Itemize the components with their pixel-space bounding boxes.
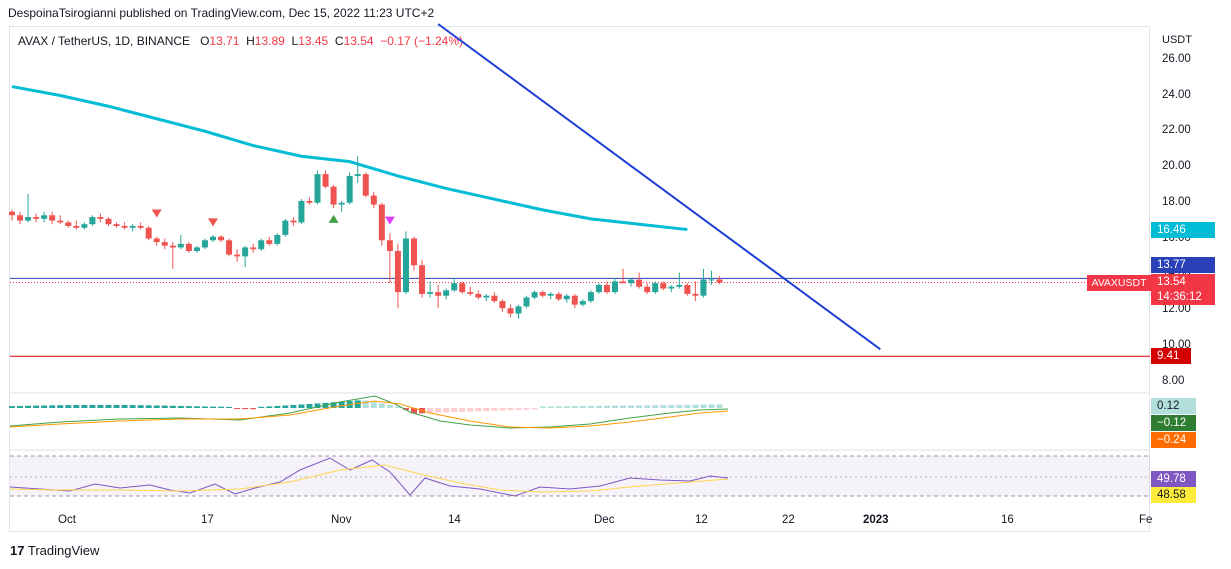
- legend-symbol: AVAX / TetherUS, 1D, BINANCE: [18, 34, 191, 48]
- footer-brand-text: TradingView: [27, 543, 100, 558]
- macd-line-badge: −0.12: [1151, 415, 1196, 431]
- tradingview-logo-icon: 17: [10, 543, 25, 558]
- price-tick-label: 12.00: [1162, 303, 1191, 315]
- ma-value-badge: 16.46: [1151, 222, 1215, 238]
- time-tick-label: Fe: [1139, 514, 1153, 526]
- legend-close-value: 13.54: [343, 34, 374, 48]
- price-tick-label: 20.00: [1162, 160, 1191, 172]
- chart-plot-area[interactable]: [9, 26, 1150, 532]
- macd-hist-badge: 0.12: [1151, 398, 1196, 414]
- last-price-badge: 13.54: [1151, 274, 1215, 290]
- rsi-value-badge: 49.78: [1151, 471, 1196, 487]
- time-tick-label: 17: [201, 514, 214, 526]
- legend-high-value: 13.89: [254, 34, 285, 48]
- support-level-badge: 9.41: [1151, 348, 1191, 364]
- time-tick-label: Nov: [331, 514, 352, 526]
- countdown-badge: 14:36:12: [1151, 289, 1215, 305]
- time-tick-label: 22: [782, 514, 795, 526]
- time-tick-label: 2023: [863, 514, 889, 526]
- legend-close-label: C: [334, 34, 344, 48]
- legend-high-label: H: [246, 34, 255, 48]
- legend-open-label: O: [200, 34, 210, 48]
- price-tick-label: 8.00: [1162, 374, 1185, 387]
- price-tick-label: 22.00: [1162, 124, 1191, 137]
- resistance-level-badge: 13.77: [1151, 257, 1215, 273]
- legend-low-value: 13.45: [298, 34, 329, 48]
- price-tick-label: 10.00: [1162, 338, 1191, 351]
- time-tick-label: Dec: [594, 514, 615, 526]
- symbol-tag: AVAXUSDT: [1087, 275, 1151, 291]
- macd-signal-badge: −0.24: [1151, 432, 1196, 448]
- tradingview-brand: 17 TradingView: [10, 543, 99, 558]
- price-tick-label: 18.00: [1162, 195, 1191, 208]
- time-tick-label: 16: [1001, 514, 1014, 526]
- price-tick-label: 24.00: [1162, 88, 1191, 101]
- legend-low-label: L: [291, 34, 299, 48]
- rsi-ma-badge: 48.58: [1151, 487, 1196, 503]
- time-tick-label: 14: [448, 514, 461, 526]
- publisher-header: DespoinaTsirogianni published on Trading…: [8, 6, 435, 20]
- symbol-legend: AVAX / TetherUS, 1D, BINANCE O13.71 H13.…: [18, 34, 463, 48]
- time-tick-label: 12: [695, 514, 708, 526]
- price-tick-label: 26.00: [1162, 52, 1191, 65]
- time-tick-label: Oct: [58, 514, 76, 526]
- legend-open-value: 13.71: [209, 34, 240, 48]
- legend-change: −0.17 (−1.24%): [380, 34, 463, 48]
- currency-label: USDT: [1162, 34, 1192, 46]
